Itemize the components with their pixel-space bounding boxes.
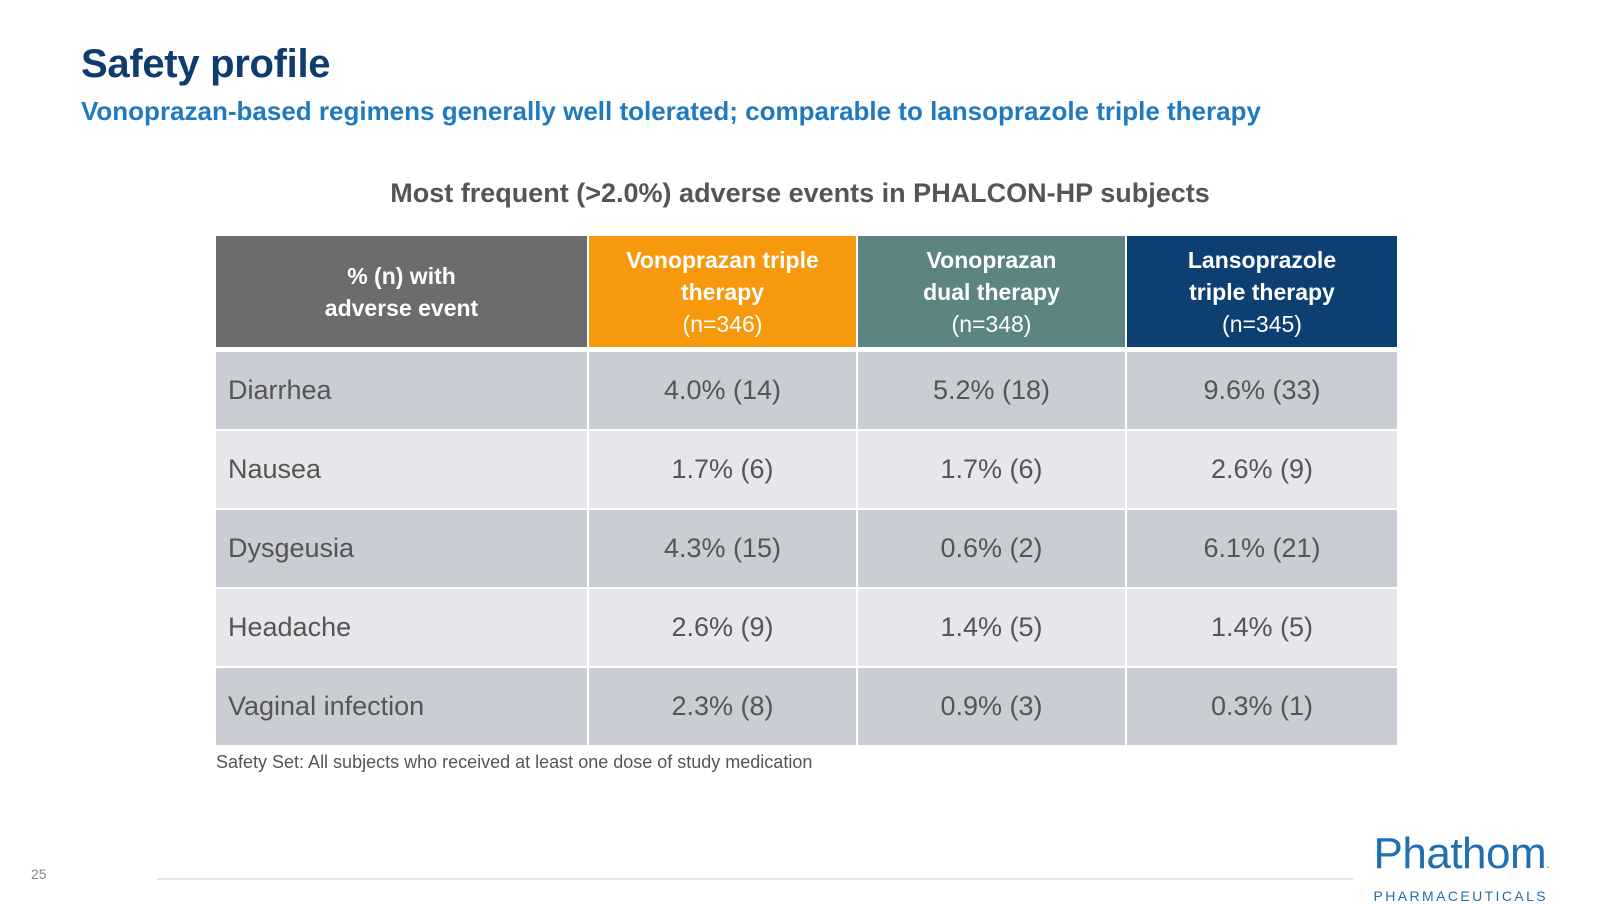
event-name: Vaginal infection [216,668,589,747]
header-n: (n=345) [1222,310,1302,337]
logo-name: Phathom [1373,829,1547,878]
header-label: Lansoprazole triple therapy [1187,246,1337,305]
header-label: % (n) with adverse event [324,262,479,321]
vonoprazan-triple-value: 2.3% (8) [589,668,858,747]
logo-wordmark: Phathom. [1373,829,1550,886]
vonoprazan-triple-value: 1.7% (6) [589,431,858,510]
table-row: Headache 2.6% (9) 1.4% (5) 1.4% (5) [216,589,1397,668]
vonoprazan-triple-value: 2.6% (9) [589,589,858,668]
event-name: Nausea [216,431,589,510]
header-cell-measure: % (n) with adverse event [216,236,589,352]
header-cell-vonoprazan-triple: Vonoprazan triple therapy (n=346) [589,236,858,352]
table-row: Nausea 1.7% (6) 1.7% (6) 2.6% (9) [216,431,1397,510]
adverse-events-table: % (n) with adverse event Vonoprazan trip… [216,236,1397,747]
header-label: Vonoprazan dual therapy [923,246,1060,305]
lansoprazole-triple-value: 9.6% (33) [1127,352,1397,431]
header-n: (n=348) [951,310,1032,337]
footer-divider [157,878,1353,880]
lansoprazole-triple-value: 6.1% (21) [1127,510,1397,589]
event-name: Headache [216,589,589,668]
header-cell-lansoprazole-triple: Lansoprazole triple therapy (n=345) [1127,236,1397,352]
lansoprazole-triple-value: 1.4% (5) [1127,589,1397,668]
table-footnote: Safety Set: All subjects who received at… [216,752,813,772]
header-label: Vonoprazan triple therapy [626,246,819,305]
lansoprazole-triple-value: 0.3% (1) [1127,668,1397,747]
logo-dot-icon: . [1546,857,1549,871]
company-logo: Phathom. PHARMACEUTICALS [1373,829,1550,904]
vonoprazan-dual-value: 0.9% (3) [858,668,1127,747]
vonoprazan-triple-value: 4.0% (14) [589,352,858,431]
vonoprazan-dual-value: 1.7% (6) [858,431,1127,510]
slide-title: Safety profile [81,42,331,86]
table-row: Dysgeusia 4.3% (15) 0.6% (2) 6.1% (21) [216,510,1397,589]
event-name: Diarrhea [216,352,589,431]
table-row: Diarrhea 4.0% (14) 5.2% (18) 9.6% (33) [216,352,1397,431]
vonoprazan-dual-value: 0.6% (2) [858,510,1127,589]
logo-tagline: PHARMACEUTICALS [1373,888,1549,904]
event-name: Dysgeusia [216,510,589,589]
vonoprazan-dual-value: 1.4% (5) [858,589,1127,668]
vonoprazan-triple-value: 4.3% (15) [589,510,858,589]
slide-subtitle: Vonoprazan-based regimens generally well… [81,96,1261,126]
table-row: Vaginal infection 2.3% (8) 0.9% (3) 0.3%… [216,668,1397,747]
header-cell-vonoprazan-dual: Vonoprazan dual therapy (n=348) [858,236,1127,352]
table-header-row: % (n) with adverse event Vonoprazan trip… [216,236,1397,352]
vonoprazan-dual-value: 5.2% (18) [858,352,1127,431]
table-title: Most frequent (>2.0%) adverse events in … [390,178,1210,208]
page-number: 25 [31,866,47,882]
lansoprazole-triple-value: 2.6% (9) [1127,431,1397,510]
header-n: (n=346) [682,310,763,337]
